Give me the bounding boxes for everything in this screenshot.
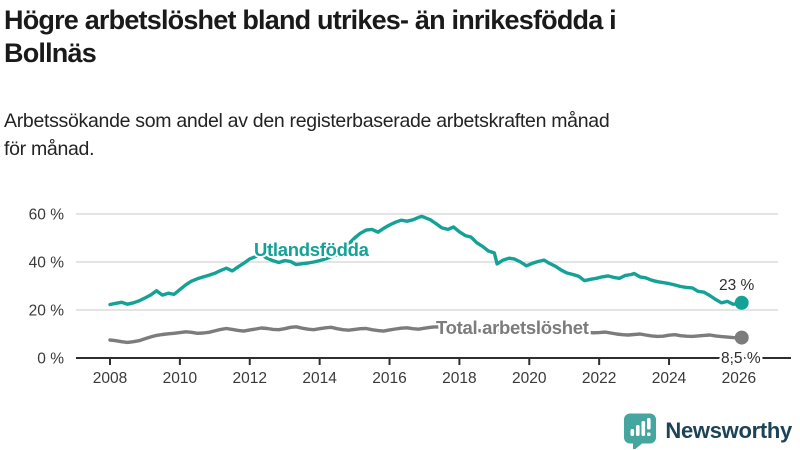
x-tick-label-2024: 2024 [652,370,687,387]
logo-bar-3 [641,421,646,436]
end-dot-utlandsfodda [734,295,749,310]
x-tick-label-2022: 2022 [582,370,616,387]
newsworthy-logo[interactable]: Newsworthy [622,412,792,449]
series-line-total [108,325,744,345]
speech-bubble-shape [624,413,657,449]
chart-subtitle-line2: för månad. [4,138,95,160]
x-tick-label-2016: 2016 [372,370,406,387]
series-label-total: Total arbetslöshet [436,317,589,338]
end-value-label-total: 8,5 % [721,350,761,367]
series-label-utlandsfodda: Utlandsfödda [254,239,370,260]
newsworthy-logo-icon [624,413,657,449]
logo-bar-2 [636,425,641,436]
chart-title: Högre arbetslöshet bland utrikes- än inr… [4,4,796,70]
series-line-utlandsfodda [108,214,744,307]
x-tick-label-2014: 2014 [302,370,337,387]
x-tick-label-2010: 2010 [163,370,198,387]
logo-exclamation-stem [647,418,652,430]
x-tick-label-2012: 2012 [233,370,267,387]
x-tick-label-2020: 2020 [512,370,547,387]
line-chart: Utlandsfödda Total arbetslöshet 2008 2010 20… [29,207,791,387]
x-tick-label-2008: 2008 [93,370,127,387]
chart-title-line2: Bollnäs [4,38,97,68]
y-tick-label-20: 20 % [29,303,65,320]
logo-bar-1 [630,429,635,436]
end-dot-total [734,330,749,345]
chart-header: Högre arbetslöshet bland utrikes- än inr… [4,4,796,163]
chart-subtitle-line1: Arbetssökande som andel av den registerb… [4,110,610,132]
x-tick-label-2026: 2026 [722,370,756,387]
newsworthy-logo-text: Newsworthy [665,417,792,443]
chart-title-line1: Högre arbetslöshet bland utrikes- än inr… [4,5,617,35]
logo-exclamation-dot [647,432,652,436]
x-tick-label-2018: 2018 [442,370,476,387]
chart-subtitle: Arbetssökande som andel av den registerb… [4,107,796,163]
end-value-label-utlandsfodda: 23 % [719,277,755,294]
y-tick-label-60: 60 % [29,207,65,224]
y-tick-label-0: 0 % [37,351,64,368]
y-tick-label-40: 40 % [29,255,65,272]
